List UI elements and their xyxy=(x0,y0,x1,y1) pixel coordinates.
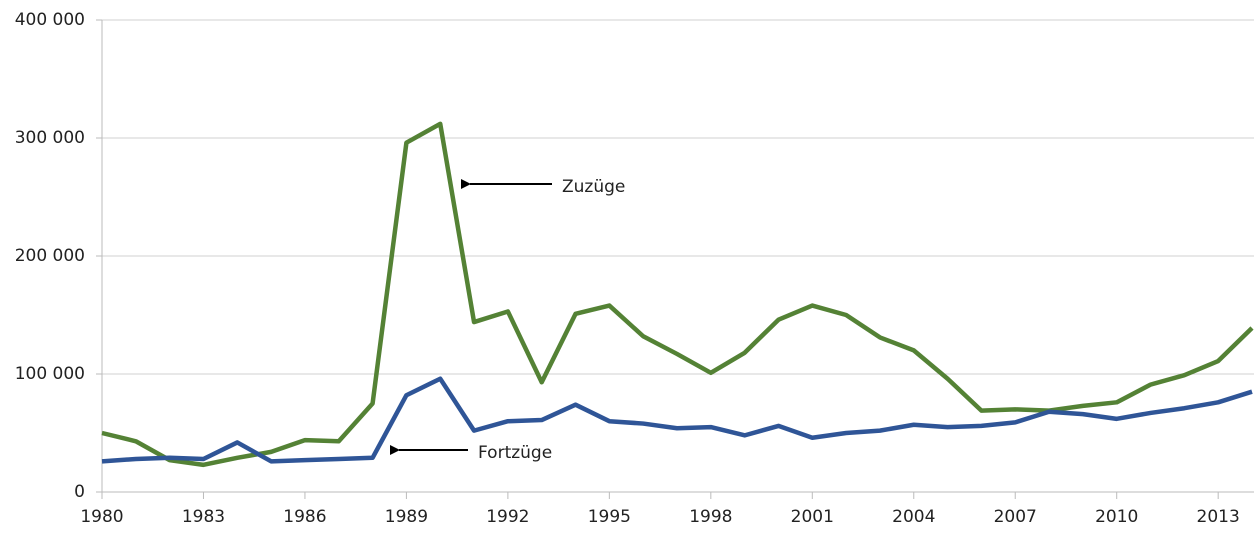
x-tick-label: 1998 xyxy=(689,507,732,527)
x-tick-label: 1992 xyxy=(486,507,529,527)
y-tick-label: 300 000 xyxy=(15,128,85,148)
y-tick-label: 100 000 xyxy=(15,364,85,384)
series-label: Fortzüge xyxy=(478,443,552,463)
y-tick-label: 200 000 xyxy=(15,246,85,266)
x-tick-label: 2001 xyxy=(791,507,834,527)
line-series xyxy=(101,376,1253,464)
x-tick-label: 2013 xyxy=(1197,507,1240,527)
x-tick-label: 1989 xyxy=(385,507,428,527)
line-series xyxy=(101,121,1254,468)
y-tick-label: 400 000 xyxy=(15,10,85,30)
x-tick-label: 1983 xyxy=(182,507,225,527)
series-label: Zuzüge xyxy=(562,177,625,197)
x-tick-label: 2007 xyxy=(994,507,1037,527)
x-tick-label: 1980 xyxy=(80,507,123,527)
y-tick-label: 0 xyxy=(74,482,85,502)
x-tick-label: 2004 xyxy=(892,507,935,527)
x-tick-label: 1995 xyxy=(588,507,631,527)
x-tick-label: 1986 xyxy=(283,507,326,527)
x-tick-label: 2010 xyxy=(1095,507,1138,527)
